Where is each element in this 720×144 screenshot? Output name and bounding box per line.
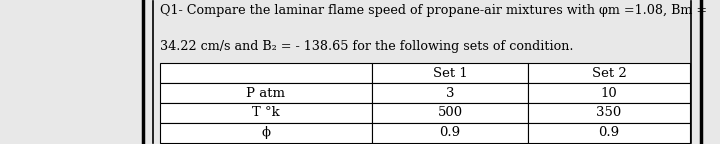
Bar bbox=[160, 123, 372, 143]
Text: ϕ: ϕ bbox=[261, 126, 270, 139]
Bar bbox=[372, 123, 528, 143]
Text: 350: 350 bbox=[596, 106, 621, 119]
Text: Set 1: Set 1 bbox=[433, 67, 467, 80]
Text: Q1- Compare the laminar flame speed of propane-air mixtures with φm =1.08, Bm =: Q1- Compare the laminar flame speed of p… bbox=[160, 4, 707, 17]
Bar bbox=[160, 83, 372, 103]
Bar bbox=[528, 63, 690, 83]
Bar bbox=[372, 103, 528, 123]
Text: Set 2: Set 2 bbox=[592, 67, 626, 80]
Bar bbox=[528, 123, 690, 143]
Text: P atm: P atm bbox=[246, 87, 285, 100]
Bar bbox=[160, 63, 372, 83]
Text: 500: 500 bbox=[438, 106, 462, 119]
Bar bbox=[372, 63, 528, 83]
Text: 34.22 cm/s and B₂ = - 138.65 for the following sets of condition.: 34.22 cm/s and B₂ = - 138.65 for the fol… bbox=[160, 40, 573, 53]
Bar bbox=[160, 103, 372, 123]
Text: 3: 3 bbox=[446, 87, 454, 100]
Text: T °k: T °k bbox=[252, 106, 279, 119]
Text: 0.9: 0.9 bbox=[439, 126, 461, 139]
Text: 0.9: 0.9 bbox=[598, 126, 619, 139]
Text: 10: 10 bbox=[600, 87, 617, 100]
Bar bbox=[372, 83, 528, 103]
Bar bbox=[528, 103, 690, 123]
Bar bbox=[528, 83, 690, 103]
